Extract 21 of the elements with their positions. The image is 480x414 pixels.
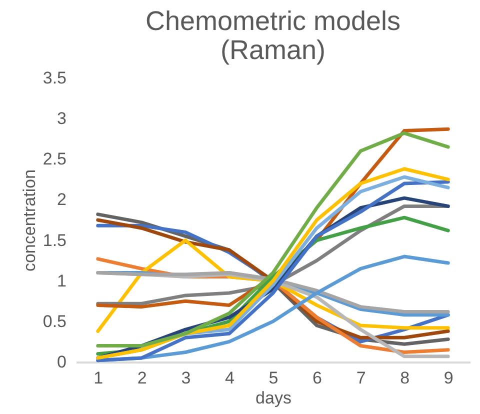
y-tick-label: 0 (57, 352, 66, 372)
y-tick-label: 3 (57, 109, 66, 128)
y-tick-label: 2 (57, 190, 66, 210)
chart-title: Chemometric models (Raman) (145, 6, 401, 65)
x-tick-label: 7 (356, 368, 366, 388)
y-tick-label: 0.5 (42, 312, 66, 331)
y-tick-label: 2.5 (42, 150, 66, 169)
y-tick-label: 1 (57, 271, 66, 290)
x-tick-label: 1 (94, 368, 104, 388)
x-tick-label: 4 (224, 368, 234, 388)
x-tick-label: 8 (400, 368, 410, 388)
x-tick-label: 2 (137, 368, 147, 388)
y-tick-label: 1.5 (42, 230, 66, 250)
y-axis-title: concentration (20, 169, 39, 272)
line-series (96, 131, 450, 348)
x-tick-label: 5 (268, 368, 278, 388)
x-tick-label: 9 (444, 368, 454, 388)
x-axis-title: days (256, 388, 292, 408)
x-tick-label: 3 (181, 368, 191, 388)
x-tick-label: 6 (312, 368, 322, 388)
y-tick-label: 3.5 (42, 68, 66, 88)
